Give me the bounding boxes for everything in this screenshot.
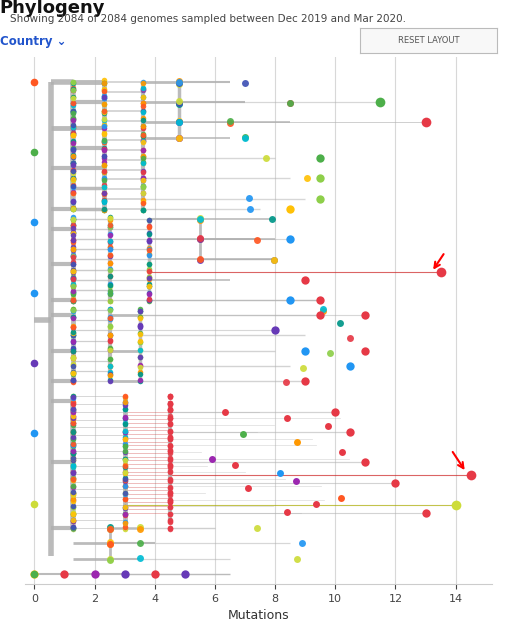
Text: Phylogeny: Phylogeny <box>0 0 105 17</box>
Text: RESET LAYOUT: RESET LAYOUT <box>397 36 459 45</box>
X-axis label: Mutations: Mutations <box>228 609 289 622</box>
Text: Country ⌄: Country ⌄ <box>0 35 66 48</box>
Text: Showing 2084 of 2084 genomes sampled between Dec 2019 and Mar 2020.: Showing 2084 of 2084 genomes sampled bet… <box>10 14 406 24</box>
